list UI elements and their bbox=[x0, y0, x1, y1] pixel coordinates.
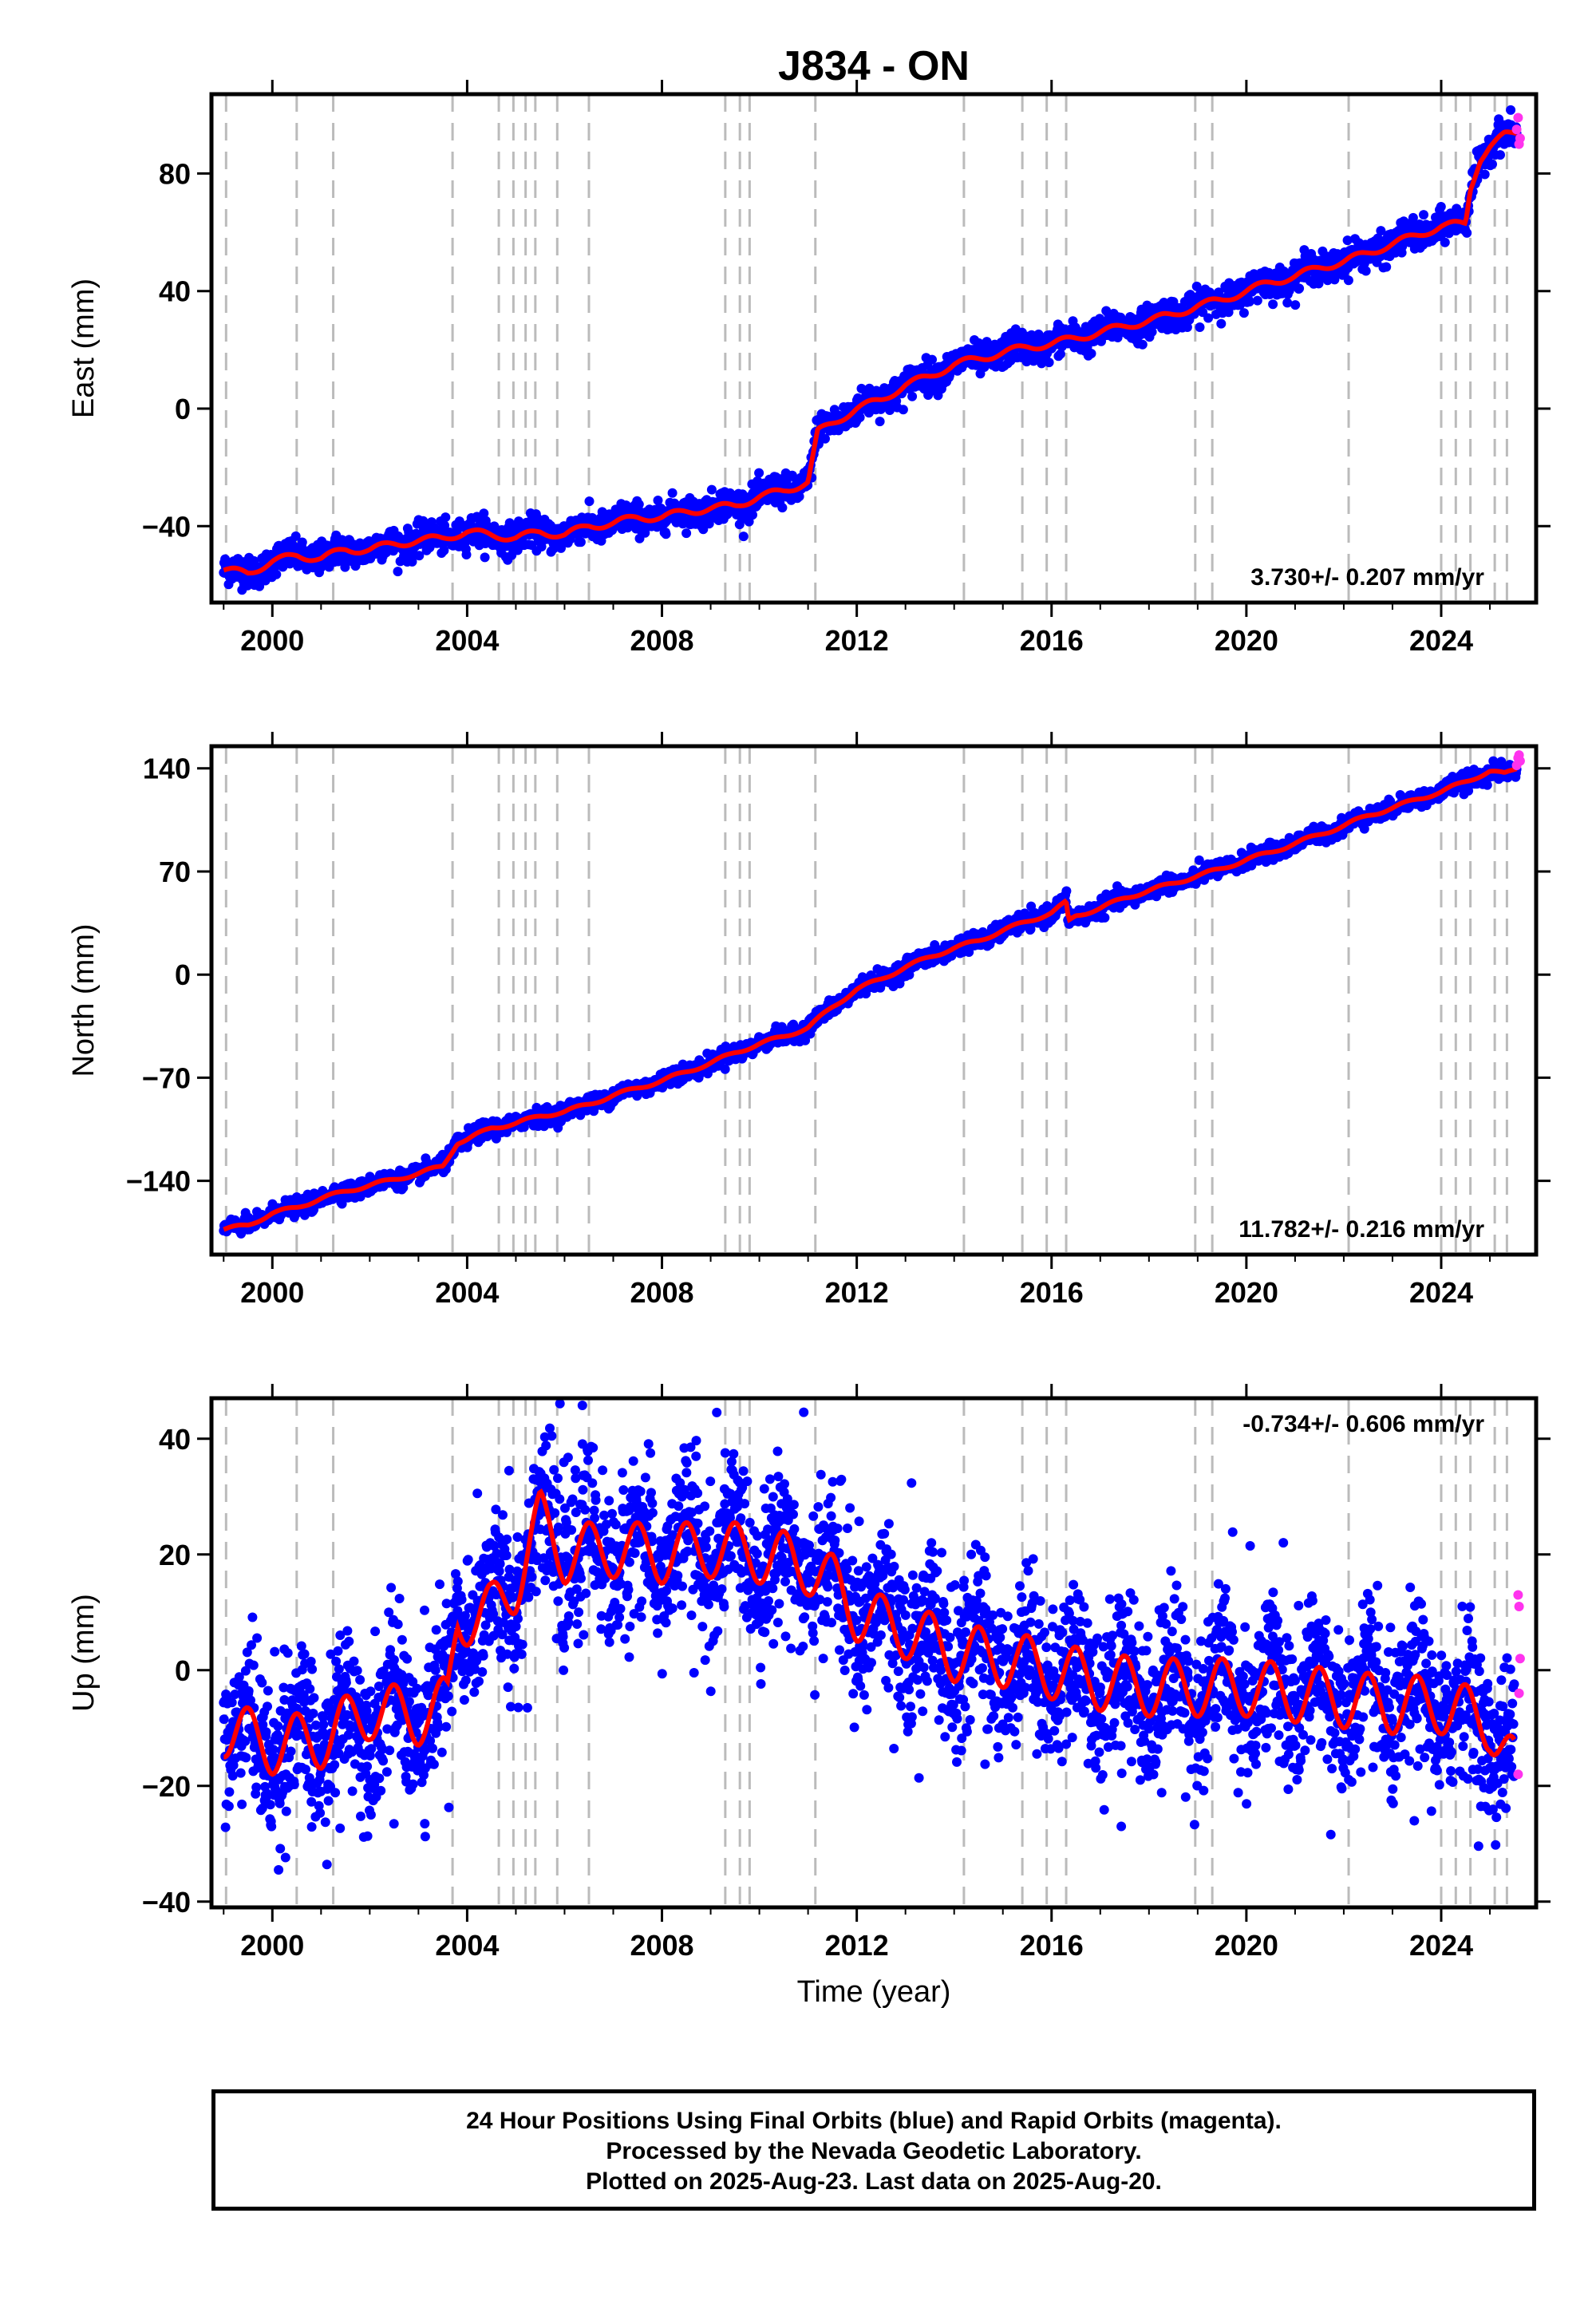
plot-frame bbox=[209, 92, 1539, 605]
data-point bbox=[1419, 210, 1428, 220]
data-point bbox=[927, 354, 937, 365]
data-point bbox=[1376, 226, 1386, 236]
data-point bbox=[1044, 358, 1054, 368]
data-point bbox=[1294, 283, 1305, 294]
rapid-point bbox=[1513, 113, 1523, 123]
y-tick-label: −40 bbox=[142, 510, 191, 543]
data-point bbox=[584, 496, 595, 507]
data-point bbox=[720, 1064, 730, 1074]
data-point bbox=[480, 552, 490, 563]
model-line bbox=[223, 129, 1518, 576]
data-point bbox=[1216, 318, 1227, 329]
data-point bbox=[1086, 349, 1096, 358]
data-point bbox=[1061, 886, 1072, 896]
chart-title: J834 - ON bbox=[778, 43, 970, 89]
data-point bbox=[820, 433, 830, 444]
north-panel: 2000 2004 2008 2012 2016 2020 2024−140−7007014… bbox=[67, 732, 1551, 1309]
rate-annotation: 3.730+/- 0.207 mm/yr bbox=[1250, 564, 1484, 591]
data-point bbox=[1203, 313, 1214, 323]
rapid-orbit-points bbox=[1511, 113, 1525, 149]
data-point bbox=[1381, 262, 1392, 272]
data-point bbox=[407, 556, 417, 567]
data-point bbox=[1182, 322, 1192, 332]
data-point bbox=[907, 391, 918, 401]
data-point bbox=[1100, 912, 1110, 923]
data-point bbox=[667, 488, 678, 498]
x-tick-label: 2004 bbox=[435, 624, 499, 657]
data-point bbox=[440, 512, 451, 523]
data-point bbox=[1487, 159, 1497, 169]
data-point bbox=[964, 947, 974, 957]
data-point bbox=[479, 508, 489, 519]
data-point bbox=[1361, 266, 1371, 276]
data-point bbox=[461, 550, 472, 559]
rapid-point bbox=[1511, 124, 1522, 135]
x-tick-label: 2024 bbox=[1409, 624, 1473, 657]
data-point bbox=[1479, 169, 1490, 180]
data-point bbox=[1195, 322, 1205, 332]
data-point bbox=[1290, 300, 1301, 310]
data-point bbox=[1238, 308, 1249, 318]
data-point bbox=[1252, 295, 1262, 306]
data-point bbox=[297, 537, 307, 547]
y-tick-label: 80 bbox=[159, 157, 191, 190]
data-point bbox=[1268, 299, 1278, 310]
data-point bbox=[634, 500, 644, 509]
data-point bbox=[1440, 237, 1450, 247]
data-point bbox=[794, 492, 804, 502]
data-point bbox=[1055, 349, 1065, 359]
data-point bbox=[1137, 339, 1148, 350]
data-point bbox=[1342, 235, 1353, 246]
rapid-point bbox=[1515, 133, 1525, 144]
data-point bbox=[1495, 150, 1505, 160]
data-point bbox=[1343, 275, 1353, 286]
x-tick-label: 2016 bbox=[1020, 624, 1084, 657]
x-tick-label: 2012 bbox=[825, 624, 889, 657]
y-axis-label: East (mm) bbox=[67, 279, 101, 418]
x-tick-label: 2020 bbox=[1215, 624, 1278, 657]
data-point bbox=[748, 510, 757, 520]
data-point bbox=[898, 405, 908, 415]
data-point bbox=[738, 532, 749, 542]
final-orbit-points bbox=[219, 756, 1522, 1239]
data-point bbox=[1214, 287, 1224, 298]
data-point bbox=[439, 545, 449, 555]
data-point bbox=[1462, 227, 1472, 238]
final-orbit-points bbox=[219, 105, 1522, 595]
data-point bbox=[855, 413, 865, 422]
data-point bbox=[290, 531, 301, 541]
data-point bbox=[653, 496, 663, 505]
data-point bbox=[393, 567, 403, 577]
x-tick-label: 2000 bbox=[240, 624, 304, 657]
data-point bbox=[414, 551, 425, 561]
data-point bbox=[1194, 855, 1204, 865]
data-point bbox=[856, 383, 867, 393]
data-point bbox=[777, 503, 788, 513]
data-point bbox=[1147, 326, 1157, 337]
x-tick-label: 2008 bbox=[630, 624, 693, 657]
data-point bbox=[885, 405, 895, 415]
data-point bbox=[271, 569, 282, 579]
data-point bbox=[536, 542, 547, 551]
y-tick-label: 0 bbox=[175, 393, 191, 425]
data-point bbox=[704, 519, 714, 529]
data-point bbox=[1244, 297, 1254, 306]
data-point bbox=[754, 468, 764, 478]
data-point bbox=[556, 543, 566, 553]
data-point bbox=[1282, 298, 1293, 308]
data-point bbox=[661, 529, 671, 539]
data-point bbox=[706, 484, 717, 495]
east-panel: 2000 2004 2008 2012 2016 2020 2024 −40 0 40 80 East… bbox=[67, 80, 1551, 657]
data-point bbox=[1506, 105, 1516, 115]
data-point bbox=[875, 417, 885, 427]
y-tick-label: 40 bbox=[159, 275, 191, 308]
data-point bbox=[681, 528, 692, 539]
data-point bbox=[575, 537, 586, 547]
data-point bbox=[1436, 202, 1446, 211]
